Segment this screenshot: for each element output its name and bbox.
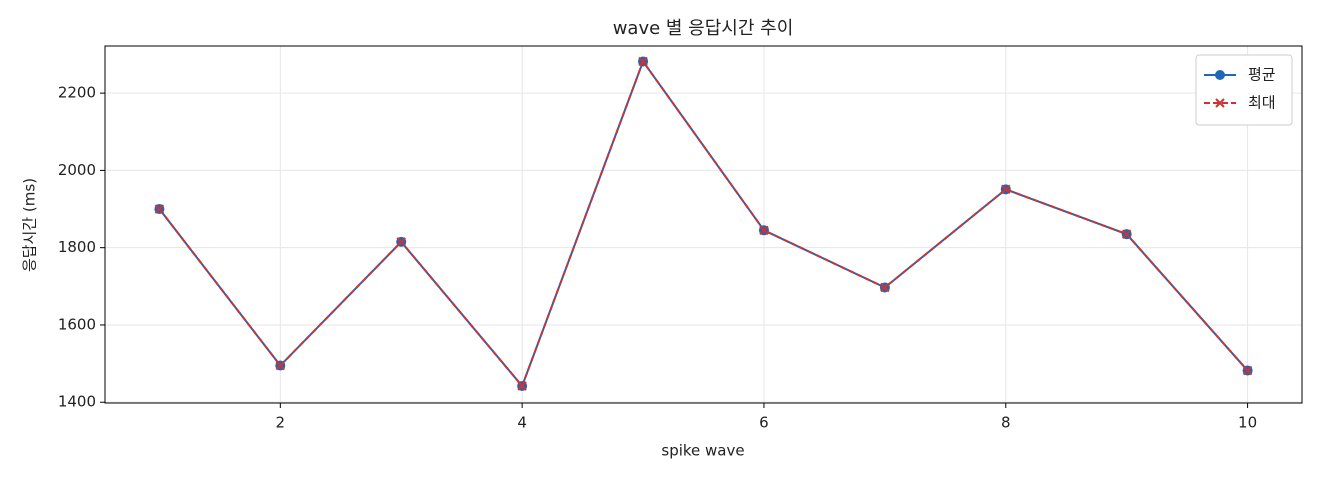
y-tick-label: 1600	[58, 315, 96, 333]
y-tick-label: 2000	[58, 161, 96, 179]
y-axis-label: 응답시간 (ms)	[21, 178, 39, 272]
marker	[154, 204, 165, 214]
y-tick-label: 1800	[58, 238, 96, 256]
y-tick-label: 1400	[58, 393, 96, 411]
marker	[396, 237, 406, 247]
x-tick-label: 6	[759, 414, 769, 432]
chart-title: wave 별 응답시간 추이	[613, 18, 794, 39]
y-tick-label: 2200	[58, 84, 96, 102]
marker	[1001, 184, 1011, 195]
marker	[1242, 365, 1253, 376]
marker	[1215, 70, 1225, 80]
x-tick-label: 8	[1001, 414, 1011, 432]
marker	[517, 381, 527, 391]
marker	[638, 56, 648, 67]
marker	[880, 282, 890, 293]
series-line	[158, 59, 1249, 388]
marker	[1121, 229, 1132, 239]
legend-label: 최대	[1248, 94, 1276, 112]
x-tick-label: 4	[517, 414, 527, 432]
plot-frame	[104, 45, 1303, 404]
x-tick-label: 10	[1238, 414, 1257, 432]
marker	[275, 360, 286, 371]
marker	[759, 225, 769, 236]
marker	[1215, 98, 1225, 108]
x-axis-label: spike wave	[661, 442, 744, 460]
legend-box	[1195, 54, 1293, 126]
series-line	[158, 59, 1249, 388]
x-tick-label: 2	[276, 414, 286, 432]
legend-label: 평균	[1248, 66, 1276, 84]
